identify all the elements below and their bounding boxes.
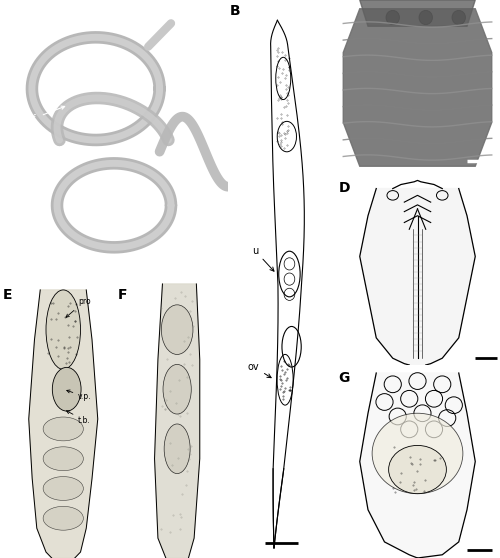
Ellipse shape [43,447,84,470]
Text: E: E [2,288,12,302]
Text: A: A [4,6,16,20]
Text: u: u [252,246,274,271]
Polygon shape [343,9,492,166]
Polygon shape [360,0,475,26]
Text: F: F [118,288,127,302]
Polygon shape [29,290,98,558]
Ellipse shape [43,477,84,501]
Text: l.f.: l.f. [28,106,64,123]
Polygon shape [360,373,475,558]
Text: C: C [338,5,348,19]
Ellipse shape [372,413,463,494]
Text: G: G [338,371,349,385]
Polygon shape [154,284,200,558]
Text: v.p.: v.p. [67,390,92,401]
Text: pro: pro [66,297,91,318]
Text: t.b.: t.b. [66,411,91,425]
Ellipse shape [388,445,446,494]
Text: D: D [338,181,350,195]
Text: ov: ov [248,362,271,378]
Circle shape [419,11,432,25]
Ellipse shape [43,417,84,441]
Circle shape [386,11,400,25]
Ellipse shape [43,506,84,530]
Ellipse shape [52,367,81,411]
Ellipse shape [164,424,190,474]
Ellipse shape [163,364,192,414]
Text: V: V [147,154,177,177]
Text: B: B [230,4,241,18]
Circle shape [452,11,466,25]
Ellipse shape [46,290,80,369]
Polygon shape [360,189,475,365]
Ellipse shape [162,305,193,354]
